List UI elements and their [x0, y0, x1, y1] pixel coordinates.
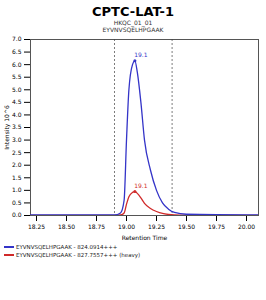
- svg-text:4.5: 4.5: [12, 98, 22, 105]
- svg-text:1.0: 1.0: [12, 186, 22, 193]
- svg-text:18.25: 18.25: [28, 223, 45, 230]
- html-text:EYVNVSQELHPGAAK: EYVNVSQELHPGAAK: [102, 26, 164, 33]
- svg-text:5.0: 5.0: [12, 86, 22, 93]
- svg-text:5.5: 5.5: [12, 73, 22, 80]
- html-text:CPTC-LAT-1: CPTC-LAT-1: [92, 4, 174, 19]
- html-text:EYVNVSQELHPGAAK - 824.0914+++: EYVNVSQELHPGAAK - 824.0914+++: [16, 244, 118, 250]
- html-text:EYVNVSQELHPGAAK - 827.7557+++: EYVNVSQELHPGAAK - 827.7557+++ (heavy): [16, 252, 141, 258]
- svg-text:19.50: 19.50: [178, 223, 195, 230]
- svg-text:2.0: 2.0: [12, 161, 22, 168]
- svg-text:6.0: 6.0: [12, 61, 22, 68]
- svg-text:0.0: 0.0: [12, 211, 22, 218]
- svg-text:4.0: 4.0: [12, 111, 22, 118]
- svg-text:19.1: 19.1: [134, 182, 148, 189]
- svg-text:18.50: 18.50: [58, 223, 75, 230]
- html-text:HKQC_01_01: HKQC_01_01: [113, 19, 153, 26]
- svg-text:19.1: 19.1: [134, 51, 148, 58]
- svg-text:20.00: 20.00: [238, 223, 255, 230]
- svg-text:19.75: 19.75: [208, 223, 225, 230]
- svg-text:0.5: 0.5: [12, 199, 22, 206]
- svg-text:6.5: 6.5: [12, 48, 22, 55]
- svg-text:19.25: 19.25: [148, 223, 165, 230]
- svg-text:Intensity 10^6: Intensity 10^6: [3, 105, 11, 150]
- svg-text:3.5: 3.5: [12, 123, 22, 130]
- svg-text:3.0: 3.0: [12, 136, 22, 143]
- svg-text:Retention Time: Retention Time: [122, 234, 168, 241]
- svg-text:19.00: 19.00: [118, 223, 135, 230]
- svg-text:18.75: 18.75: [88, 223, 105, 230]
- svg-text:2.5: 2.5: [12, 149, 22, 156]
- svg-text:7.0: 7.0: [12, 35, 22, 42]
- svg-text:1.5: 1.5: [12, 174, 22, 181]
